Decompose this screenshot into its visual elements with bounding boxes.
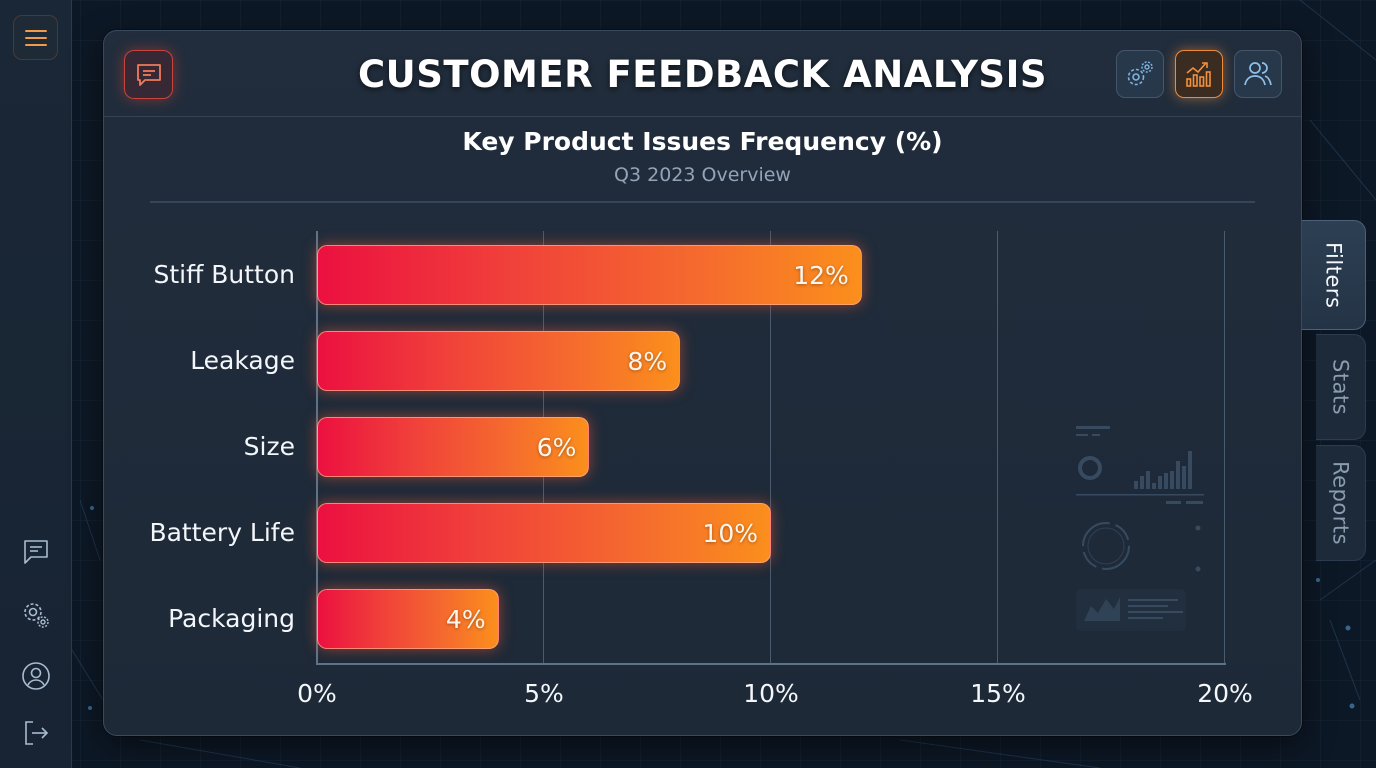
x-tick-label: 0% xyxy=(297,679,337,708)
x-axis xyxy=(316,663,1226,665)
x-tick-label: 15% xyxy=(970,679,1026,708)
chart-subtitle: Q3 2023 Overview xyxy=(614,164,791,186)
left-sidebar xyxy=(0,0,72,768)
bar-value-label: 6% xyxy=(536,432,577,462)
tab-label: Reports xyxy=(1328,460,1353,546)
decorative-mini-dashboard xyxy=(1076,426,1204,631)
bar-packaging[interactable]: 4% xyxy=(317,589,499,649)
rail-logout-button[interactable] xyxy=(16,713,56,753)
gears-icon xyxy=(1127,61,1153,86)
bar-value-label: 8% xyxy=(627,346,668,376)
x-tick-label: 20% xyxy=(1197,679,1253,708)
bar-value-label: 4% xyxy=(445,604,486,634)
x-tick-label: 5% xyxy=(524,679,564,708)
tab-label: Stats xyxy=(1328,358,1353,416)
header-bar: CUSTOMER FEEDBACK ANALYSIS xyxy=(104,31,1301,117)
bar-stiff-button[interactable]: 12% xyxy=(317,245,862,305)
x-tick-label: 10% xyxy=(743,679,799,708)
chat-bubble-icon xyxy=(24,540,48,564)
rail-settings-button[interactable] xyxy=(16,595,56,635)
bar-battery-life[interactable]: 10% xyxy=(317,503,771,563)
divider xyxy=(150,201,1255,203)
tab-reports[interactable]: Reports xyxy=(1316,445,1366,561)
category-label: Size xyxy=(243,432,295,461)
category-label: Battery Life xyxy=(149,518,295,547)
bar-leakage[interactable]: 8% xyxy=(317,331,681,391)
logout-icon xyxy=(25,721,49,745)
bar-chart-plot: 12% 8% 6% 10% 4% xyxy=(316,231,1226,665)
rail-profile-button[interactable] xyxy=(16,656,56,696)
gears-icon xyxy=(24,603,49,628)
bar-chart-trend-icon xyxy=(1186,62,1211,87)
tab-label: Filters xyxy=(1321,241,1346,309)
users-button[interactable] xyxy=(1234,50,1282,98)
settings-button[interactable] xyxy=(1116,50,1164,98)
gridline xyxy=(997,231,998,665)
page-title: CUSTOMER FEEDBACK ANALYSIS xyxy=(358,53,1047,96)
tab-filters[interactable]: Filters xyxy=(1302,220,1366,330)
user-circle-icon xyxy=(22,662,50,690)
feedback-button[interactable] xyxy=(124,50,173,99)
main-panel: CUSTOMER FEEDBACK ANALYSIS xyxy=(103,30,1302,736)
tab-stats[interactable]: Stats xyxy=(1316,334,1366,440)
menu-button[interactable] xyxy=(13,15,58,60)
chart-title: Key Product Issues Frequency (%) xyxy=(462,127,943,156)
category-label: Packaging xyxy=(168,604,295,633)
analytics-button[interactable] xyxy=(1175,50,1223,98)
bar-size[interactable]: 6% xyxy=(317,417,590,477)
hamburger-menu-icon xyxy=(24,29,47,46)
users-icon xyxy=(1244,62,1272,86)
rail-feedback-button[interactable] xyxy=(16,532,56,572)
gridline xyxy=(770,231,771,665)
bar-value-label: 12% xyxy=(793,260,849,290)
chat-bubble-icon xyxy=(136,63,161,86)
category-label: Stiff Button xyxy=(153,260,295,289)
bar-value-label: 10% xyxy=(702,518,758,548)
category-label: Leakage xyxy=(190,346,295,375)
gridline xyxy=(1224,231,1225,665)
